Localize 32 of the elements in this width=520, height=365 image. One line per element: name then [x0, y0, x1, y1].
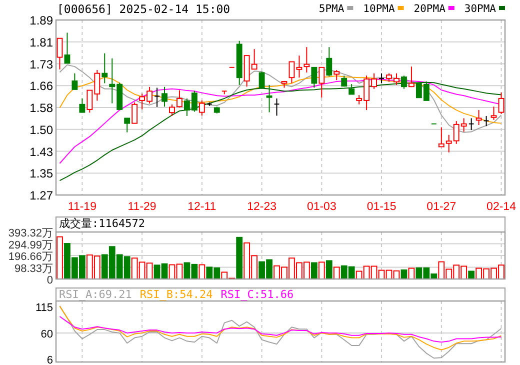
y-tick-label: 1.43: [30, 144, 54, 159]
y-tick-label: 1.27: [30, 188, 54, 202]
legend: RSI_A:69.21 RSI_B:54.24 RSI_C:51.66: [59, 288, 294, 301]
y-tick-label: 98.33万: [14, 262, 53, 275]
x-tick-label: 12-11: [188, 201, 216, 213]
x-tick-label: 12-23: [247, 201, 277, 213]
y-tick-label: 1.50: [30, 122, 54, 137]
y-tick-label: 60: [40, 328, 53, 340]
y-tick-label: 6: [46, 354, 53, 365]
y-tick-label: 1.58: [30, 101, 54, 115]
y-tick-label: 294.99万: [8, 239, 53, 252]
x-tick-label: 11-29: [128, 201, 156, 213]
y-tick-label: 1.35: [30, 166, 54, 181]
y-tick-label: 393.32万: [8, 228, 53, 240]
y-tick-label: 1.89: [30, 14, 54, 28]
y-tick-label: 1.81: [30, 35, 54, 50]
x-tick-label: 01-03: [306, 201, 336, 213]
legend: 成交量:1164572: [59, 217, 145, 230]
legend-label: 20PMA: [414, 3, 446, 15]
x-tick-label: 01-27: [426, 201, 456, 213]
y-tick-label: 196.66万: [8, 251, 53, 263]
x-tick-label: 01-15: [366, 201, 396, 213]
x-tick-label: 02-14: [486, 201, 517, 213]
y-tick-label: 1.73: [30, 57, 54, 72]
chart-title: [000656] 2025-02-14 15:00: [57, 2, 230, 16]
y-tick-label: 115: [35, 302, 53, 314]
x-tick-label: 11-19: [68, 201, 96, 213]
legend-label: 10PMA: [363, 3, 396, 15]
legend-label: 5PMA: [318, 3, 345, 15]
y-tick-label: 1.66: [30, 79, 54, 94]
y-tick-label: 0: [46, 274, 53, 286]
legend-label: 30PMA: [464, 3, 497, 15]
